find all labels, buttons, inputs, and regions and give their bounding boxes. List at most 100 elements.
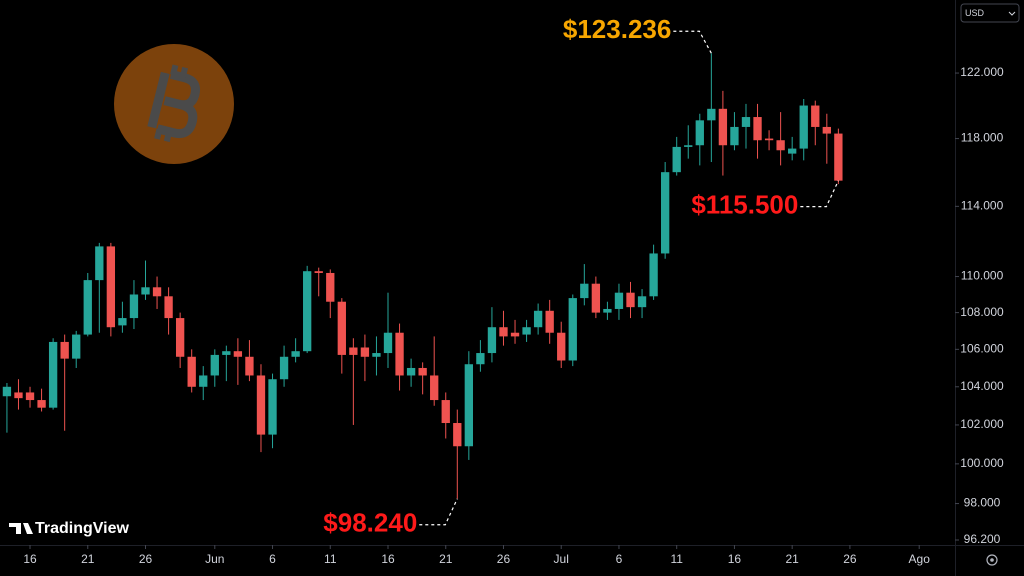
candle xyxy=(684,125,693,159)
candle-body xyxy=(291,351,300,357)
candle xyxy=(406,358,416,387)
candle xyxy=(580,264,589,306)
candle xyxy=(222,345,231,382)
candle-body xyxy=(279,356,289,380)
y-tick-label: 98.000 xyxy=(964,496,1001,510)
candle-body xyxy=(487,327,497,354)
candle xyxy=(291,338,300,363)
candle xyxy=(233,338,243,385)
candle-body xyxy=(233,351,243,357)
candle xyxy=(730,112,739,151)
candle xyxy=(360,334,370,382)
candle xyxy=(707,53,716,163)
candle xyxy=(660,162,670,259)
candle xyxy=(430,336,439,406)
candle xyxy=(95,242,104,333)
candle xyxy=(626,281,635,319)
candle-body xyxy=(580,283,589,299)
icon-glyph xyxy=(147,64,200,143)
x-tick-label: Jun xyxy=(205,552,224,566)
candle xyxy=(199,366,208,401)
x-tick-label: 16 xyxy=(381,552,395,566)
candle-body xyxy=(811,105,820,127)
candle-body xyxy=(684,145,693,147)
candle xyxy=(60,334,69,431)
candle xyxy=(811,100,820,146)
candle-body xyxy=(730,126,739,146)
candle xyxy=(441,392,450,439)
y-tick-label: 110.000 xyxy=(961,269,1004,283)
x-tick-label: Jul xyxy=(554,552,569,566)
candle-body xyxy=(326,272,335,302)
candle xyxy=(510,319,520,344)
candle xyxy=(303,265,312,354)
candle-body xyxy=(476,353,485,365)
candle-body xyxy=(372,353,381,357)
y-tick-label: 114.000 xyxy=(961,199,1004,213)
candle-body xyxy=(187,356,196,387)
settings-icon-center[interactable] xyxy=(990,558,994,562)
dropdown-caret[interactable] xyxy=(1008,11,1016,16)
currency-button[interactable]: USD xyxy=(960,3,1020,23)
settings-button[interactable] xyxy=(986,554,998,566)
candle-body xyxy=(522,327,531,335)
candle-body xyxy=(72,334,81,359)
candle-body xyxy=(776,140,785,151)
candle-body xyxy=(256,375,266,435)
candle-body xyxy=(441,400,450,424)
candle-body xyxy=(799,105,808,149)
y-tick-label: 122.000 xyxy=(960,65,1004,79)
candle xyxy=(695,113,704,166)
candle-body xyxy=(164,296,173,319)
candle xyxy=(326,269,335,319)
y-tick-label: 104.000 xyxy=(960,379,1004,393)
candle-body xyxy=(695,120,704,146)
candle-body xyxy=(303,271,312,352)
candle xyxy=(106,242,116,337)
candle xyxy=(395,323,404,391)
candle xyxy=(545,299,554,344)
branding-logo xyxy=(9,523,33,534)
candle-body xyxy=(649,253,658,297)
candle xyxy=(799,98,808,161)
candle-body xyxy=(14,392,23,399)
candle xyxy=(614,283,624,320)
candle xyxy=(649,244,658,300)
candle xyxy=(25,386,35,408)
x-tick-label: 6 xyxy=(269,552,276,566)
candle xyxy=(164,287,173,335)
candle-body xyxy=(60,341,69,359)
candle xyxy=(118,301,127,333)
candle xyxy=(464,351,473,460)
candle xyxy=(279,345,289,387)
x-tick-label: 26 xyxy=(139,552,153,566)
candle-body xyxy=(25,392,35,401)
candle xyxy=(603,301,612,320)
annotation-label: $98.240 xyxy=(323,508,417,538)
candle-body xyxy=(360,347,370,357)
y-tick-label: 118.000 xyxy=(961,131,1004,145)
candle xyxy=(822,113,831,164)
candle xyxy=(834,128,843,185)
candle xyxy=(776,112,785,166)
candle xyxy=(718,90,728,176)
candle-body xyxy=(741,117,751,127)
candle-body xyxy=(499,327,508,337)
candle xyxy=(591,276,601,319)
currency-button-box[interactable] xyxy=(960,3,1020,23)
candle xyxy=(14,379,23,410)
y-tick-label: 102.000 xyxy=(960,417,1004,431)
candle-body xyxy=(48,341,58,408)
y-tick-label: 100.000 xyxy=(960,456,1004,470)
x-tick-label: 11 xyxy=(670,552,683,566)
candle xyxy=(256,364,266,453)
candle-body xyxy=(626,292,635,308)
candle-body xyxy=(418,367,427,376)
bitcoin-icon xyxy=(114,44,234,164)
candle-body xyxy=(83,280,92,335)
candle xyxy=(533,303,543,335)
currency-label[interactable]: USD xyxy=(965,8,985,18)
candle xyxy=(48,338,58,410)
x-tick-label: 21 xyxy=(439,552,453,566)
settings-icon[interactable] xyxy=(986,554,998,566)
